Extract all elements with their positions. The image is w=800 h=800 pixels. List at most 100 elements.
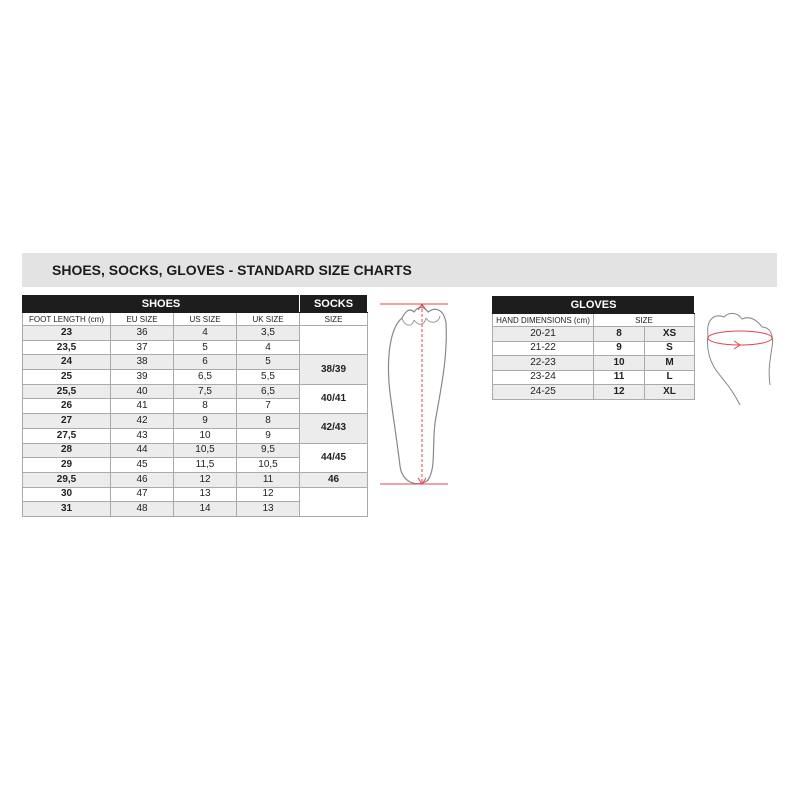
eu-size-cell: 41 — [110, 398, 174, 415]
eu-size-cell: 48 — [110, 501, 174, 517]
us-size-cell: 13 — [173, 486, 237, 503]
table-row: 24 38 6 5 38/39 — [22, 354, 369, 385]
table-row: 27,5 43 10 9 — [22, 427, 368, 444]
us-size-cell: 14 — [173, 501, 237, 517]
eu-size-cell: 40 — [110, 383, 174, 400]
sock-size-cell: 40/41 — [299, 383, 369, 415]
glove-letter-cell: XL — [643, 384, 696, 400]
uk-size-cell: 6,5 — [235, 383, 301, 400]
uk-size-cell: 10,5 — [235, 457, 301, 473]
table-row: 30 47 13 12 — [22, 486, 369, 517]
foot-length-cell: 30 — [22, 486, 111, 503]
eu-size-cell: 46 — [110, 471, 174, 488]
foot-illustration — [380, 303, 448, 485]
sock-size-cell — [299, 324, 369, 356]
uk-size-cell: 8 — [235, 413, 301, 429]
col-uk: UK SIZE — [235, 312, 301, 326]
foot-length-cell: 23,5 — [22, 339, 111, 356]
table-row: 28 44 10,5 9,5 44/45 — [22, 442, 369, 473]
foot-length-cell: 25,5 — [22, 383, 111, 400]
glove-number-cell: 10 — [593, 355, 645, 371]
us-size-cell: 9 — [173, 413, 237, 429]
us-size-cell: 6,5 — [173, 369, 237, 385]
foot-length-cell: 25 — [22, 369, 111, 385]
col-eu: EU SIZE — [110, 312, 174, 326]
table-row: 29 45 11,5 10,5 — [22, 457, 368, 473]
table-row: 25,5 40 7,5 6,5 40/41 — [22, 383, 369, 415]
glove-number-cell: 11 — [593, 369, 645, 385]
foot-length-cell: 26 — [22, 398, 111, 415]
sock-size-cell — [299, 486, 369, 517]
glove-letter-cell: S — [643, 340, 696, 356]
uk-size-cell: 13 — [235, 501, 301, 517]
us-size-cell: 12 — [173, 471, 237, 488]
us-size-cell: 5 — [173, 339, 237, 356]
foot-length-cell: 29,5 — [22, 471, 111, 488]
us-size-cell: 10 — [173, 427, 237, 444]
table-row: 31 48 14 13 — [22, 501, 368, 517]
col-hand-dimensions: HAND DIMENSIONS (cm) — [492, 313, 594, 327]
table-row: 20-21 8 XS — [492, 326, 696, 342]
table-row: 23 36 4 3,5 — [22, 324, 369, 356]
glove-number-cell: 12 — [593, 384, 645, 400]
hand-dimension-cell: 21-22 — [492, 340, 594, 356]
table-row: 23,5 37 5 4 — [22, 339, 368, 356]
gloves-header: GLOVES — [491, 296, 696, 314]
us-size-cell: 10,5 — [173, 442, 237, 459]
foot-length-cell: 28 — [22, 442, 111, 459]
foot-length-cell: 23 — [22, 325, 111, 341]
foot-length-cell: 27 — [22, 413, 111, 429]
foot-length-cell: 24 — [22, 354, 111, 371]
title-bar: SHOES, SOCKS, GLOVES - STANDARD SIZE CHA… — [22, 253, 777, 287]
foot-length-cell: 31 — [22, 501, 111, 517]
us-size-cell: 7,5 — [173, 383, 237, 400]
uk-size-cell: 11 — [235, 471, 301, 488]
eu-size-cell: 47 — [110, 486, 174, 503]
glove-letter-cell: M — [643, 355, 696, 371]
glove-letter-cell: L — [643, 369, 696, 385]
eu-size-cell: 38 — [110, 354, 174, 371]
uk-size-cell: 12 — [235, 486, 301, 503]
col-us: US SIZE — [173, 312, 237, 326]
foot-length-cell: 27,5 — [22, 427, 111, 444]
uk-size-cell: 3,5 — [235, 325, 301, 341]
uk-size-cell: 7 — [235, 398, 301, 415]
eu-size-cell: 39 — [110, 369, 174, 385]
uk-size-cell: 5,5 — [235, 369, 301, 385]
col-sock-size: SIZE — [299, 312, 369, 326]
table-row: 25 39 6,5 5,5 — [22, 369, 368, 385]
us-size-cell: 8 — [173, 398, 237, 415]
col-glove-size: SIZE — [592, 313, 696, 327]
page-title: SHOES, SOCKS, GLOVES - STANDARD SIZE CHA… — [52, 262, 412, 278]
hand-dimension-cell: 20-21 — [492, 326, 594, 342]
eu-size-cell: 37 — [110, 339, 174, 356]
gloves-table: GLOVES HAND DIMENSIONS (cm) SIZE 20-21 8 XS… — [491, 296, 696, 400]
socks-header: SOCKS — [299, 295, 369, 313]
us-size-cell: 4 — [173, 325, 237, 341]
eu-size-cell: 36 — [110, 325, 174, 341]
us-size-cell: 11,5 — [173, 457, 237, 473]
table-row: 22-23 10 M — [492, 355, 696, 371]
glove-number-cell: 9 — [593, 340, 645, 356]
glove-letter-cell: XS — [643, 326, 696, 342]
foot-length-cell: 29 — [22, 457, 111, 473]
eu-size-cell: 45 — [110, 457, 174, 473]
eu-size-cell: 43 — [110, 427, 174, 444]
shoes-header: SHOES — [21, 295, 301, 313]
hand-dimension-cell: 24-25 — [492, 384, 594, 400]
us-size-cell: 6 — [173, 354, 237, 371]
table-row: 23-24 11 L — [492, 369, 696, 385]
table-row: 24-25 12 XL — [492, 384, 696, 400]
sock-size-cell: 46 — [299, 471, 369, 488]
hand-illustration — [707, 312, 773, 406]
sock-size-cell: 38/39 — [299, 354, 369, 385]
table-row: 29,5 46 12 11 46 — [22, 471, 369, 488]
uk-size-cell: 5 — [235, 354, 301, 371]
sock-size-cell: 42/43 — [299, 413, 369, 444]
hand-dimension-cell: 23-24 — [492, 369, 594, 385]
hand-dimension-cell: 22-23 — [492, 355, 594, 371]
table-row: 26 41 8 7 — [22, 398, 368, 415]
glove-number-cell: 8 — [593, 326, 645, 342]
table-row: 21-22 9 S — [492, 340, 696, 356]
uk-size-cell: 9 — [235, 427, 301, 444]
